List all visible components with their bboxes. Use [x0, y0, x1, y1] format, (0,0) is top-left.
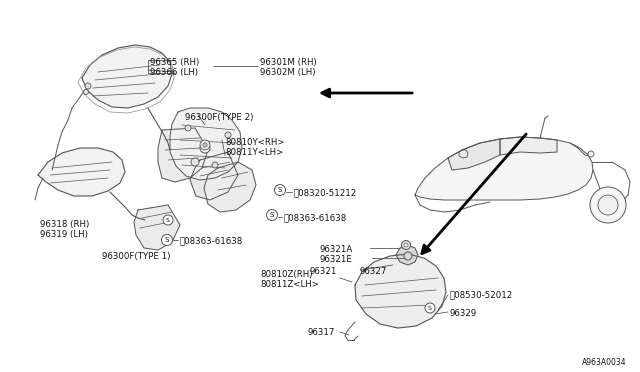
Polygon shape	[82, 45, 172, 108]
Text: Ⓜ08320-51212: Ⓜ08320-51212	[294, 188, 357, 197]
Text: 96321: 96321	[310, 267, 337, 276]
Text: 80811Y<LH>: 80811Y<LH>	[225, 148, 284, 157]
Circle shape	[225, 132, 231, 138]
Text: 96300F(TYPE 2): 96300F(TYPE 2)	[185, 113, 253, 122]
Text: 96319 (LH): 96319 (LH)	[40, 230, 88, 239]
Polygon shape	[448, 139, 500, 170]
Text: S: S	[165, 237, 169, 243]
Text: 96366 (LH): 96366 (LH)	[150, 68, 198, 77]
Text: S: S	[166, 218, 170, 222]
Circle shape	[163, 215, 173, 225]
Circle shape	[200, 143, 210, 153]
Circle shape	[425, 303, 435, 313]
Text: 80811Z<LH>: 80811Z<LH>	[260, 280, 319, 289]
Circle shape	[191, 158, 199, 166]
Circle shape	[404, 252, 412, 260]
Circle shape	[161, 234, 173, 246]
Circle shape	[83, 90, 88, 94]
Circle shape	[200, 140, 210, 150]
Circle shape	[588, 151, 594, 157]
Circle shape	[404, 243, 408, 247]
Text: 96321E: 96321E	[320, 255, 353, 264]
Text: S: S	[270, 212, 274, 218]
Polygon shape	[158, 128, 208, 182]
Text: A963A0034: A963A0034	[582, 358, 627, 367]
Text: 96321A: 96321A	[320, 245, 353, 254]
Text: 96302M (LH): 96302M (LH)	[260, 68, 316, 77]
Text: S: S	[428, 305, 432, 311]
Text: Ⓜ08530-52012: Ⓜ08530-52012	[450, 290, 513, 299]
Circle shape	[401, 241, 410, 250]
Circle shape	[212, 162, 218, 168]
Text: 80810Y<RH>: 80810Y<RH>	[225, 138, 285, 147]
Text: 96301M (RH): 96301M (RH)	[260, 58, 317, 67]
Circle shape	[85, 83, 91, 89]
Circle shape	[275, 185, 285, 196]
Polygon shape	[204, 162, 256, 212]
Text: 96365 (RH): 96365 (RH)	[150, 58, 199, 67]
Text: Ⓜ08363-61638: Ⓜ08363-61638	[180, 236, 243, 245]
Polygon shape	[355, 254, 446, 328]
Circle shape	[598, 195, 618, 215]
Text: 96329: 96329	[450, 309, 477, 318]
Polygon shape	[170, 108, 242, 180]
Text: 96318 (RH): 96318 (RH)	[40, 220, 89, 229]
Text: 96327: 96327	[360, 267, 387, 276]
Polygon shape	[134, 205, 180, 250]
Polygon shape	[415, 137, 593, 200]
Text: 80810Z(RH): 80810Z(RH)	[260, 270, 312, 279]
Circle shape	[185, 125, 191, 131]
Text: S: S	[203, 145, 207, 151]
Circle shape	[590, 187, 626, 223]
Polygon shape	[38, 148, 125, 196]
Text: Ⓜ08363-61638: Ⓜ08363-61638	[284, 213, 348, 222]
Text: S: S	[278, 187, 282, 193]
Circle shape	[203, 143, 207, 147]
Polygon shape	[396, 245, 418, 265]
Polygon shape	[500, 137, 557, 155]
Circle shape	[266, 209, 278, 221]
Text: 96317: 96317	[308, 328, 335, 337]
Polygon shape	[190, 152, 238, 200]
Text: 96300F(TYPE 1): 96300F(TYPE 1)	[102, 252, 170, 261]
